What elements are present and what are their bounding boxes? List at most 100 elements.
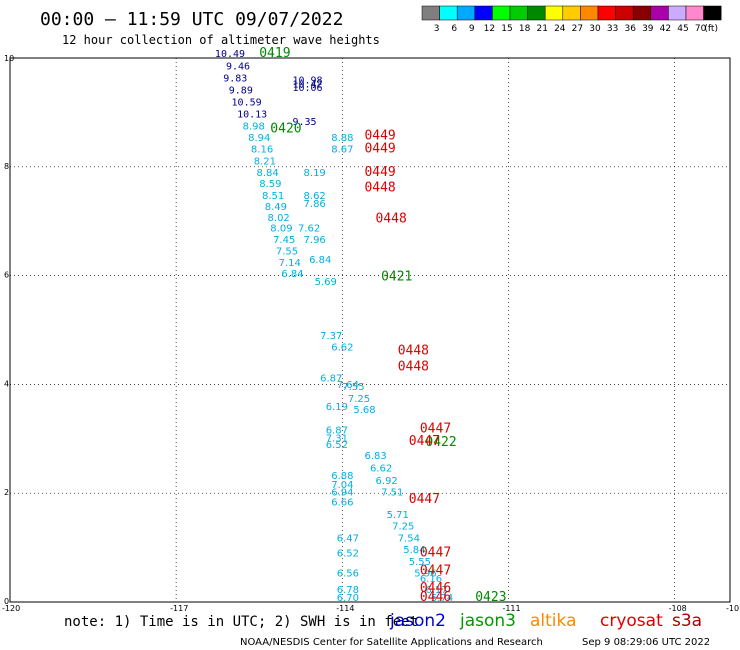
swh-value-label: 8.59 (259, 179, 281, 190)
y-tick-label: 4 (4, 379, 9, 388)
colorbar-label: 39 (642, 24, 654, 34)
swh-value-label: 7.55 (342, 382, 364, 393)
swh-value-label: 7.62 (298, 224, 320, 235)
pass-time-label: 0447 (409, 434, 440, 449)
pass-time-label: 0446 (420, 590, 451, 605)
swh-value-label: 8.49 (265, 202, 287, 213)
y-tick-label: 6 (4, 271, 9, 280)
pass-time-label: 0447 (420, 545, 451, 560)
grid (10, 58, 730, 602)
swh-value-label: 6.56 (337, 568, 359, 579)
swh-value-label: 6.84 (281, 269, 303, 280)
colorbar-swatch (650, 5, 669, 21)
swh-value-label: 7.25 (392, 522, 414, 533)
swh-value-label: 7.31 (326, 434, 348, 445)
swh-value-label: 6.87 (326, 425, 348, 436)
pass-time-label: 0448 (398, 359, 429, 374)
colorbar-swatch (544, 5, 564, 21)
swh-value-label: 6.94 (331, 487, 353, 498)
pass-time-label: 0448 (398, 343, 429, 358)
swh-value-label: 6.62 (370, 463, 392, 474)
swh-value-label: 10.42 (292, 79, 322, 90)
footer-note: note: 1) Time is in UTC; 2) SWH is in fe… (64, 614, 418, 630)
x-tick-label: -120 (2, 604, 20, 613)
pass-time-label: 0447 (420, 421, 451, 436)
swh-value-label: 9.89 (229, 85, 253, 96)
colorbar-label: 12 (484, 24, 495, 34)
axis-ticks: -120 -117 -114 -111 -108 -10 0 2 4 6 8 10 (2, 54, 739, 613)
swh-value-label: 8.51 (262, 191, 284, 202)
pass-time-label: 0447 (409, 492, 440, 507)
colorbar-swatch (685, 5, 704, 21)
pass-time-label: 0421 (381, 269, 412, 284)
y-tick-label: 0 (4, 597, 9, 606)
swh-value-label: 7.86 (304, 199, 326, 210)
colorbar-swatch (597, 5, 616, 21)
swh-value-label: 8.21 (254, 157, 276, 168)
swh-value-label: 5.68 (353, 405, 375, 416)
swh-value-label: 9.83 (223, 73, 247, 84)
y-tick-label: 2 (4, 488, 9, 497)
swh-value-label: 6.62 (331, 343, 353, 354)
swh-value-label: 8.94 (248, 133, 270, 144)
swh-value-label: 7.14 (279, 258, 301, 269)
swh-value-label: 10.59 (232, 97, 262, 108)
footer-timestamp: Sep 9 08:29:06 UTC 2022 (582, 637, 710, 648)
swh-value-label: 5.55 (409, 557, 431, 568)
swh-value-label: 8.84 (256, 168, 278, 179)
pass-time-label: 0420 (270, 122, 301, 137)
x-tick-label: -111 (502, 604, 520, 613)
colorbar-label: 21 (536, 24, 547, 34)
swh-value-label: 5.71 (387, 510, 409, 521)
swh-value-label: 5.69 (315, 277, 337, 288)
swh-value-label: 6.19 (326, 402, 348, 413)
legend-item-jason2: jason2 (389, 611, 446, 631)
pass-time-label: 0448 (376, 211, 407, 226)
colorbar-label: 15 (501, 24, 512, 34)
pass-time-label: 0448 (364, 180, 395, 195)
swh-value-label: 6.88 (331, 471, 353, 482)
colorbar-label: 6 (451, 24, 457, 34)
swh-value-label: 10.13 (237, 109, 267, 120)
pass-time-label: 0449 (364, 129, 395, 144)
colorbar-label: 18 (519, 24, 531, 34)
x-tick-label: -117 (170, 604, 188, 613)
colorbar-label: 27 (572, 24, 583, 34)
swh-value-label: 7.64 (337, 380, 359, 391)
swh-value-label: 6.66 (331, 498, 353, 509)
swh-value-label: 10.06 (292, 83, 322, 94)
legend-item-cryosat: cryosat (600, 611, 663, 631)
swh-value-label: 8.98 (243, 121, 265, 132)
chart-subtitle: 12 hour collection of altimeter wave hei… (62, 33, 380, 47)
swh-value-label: 5.96 (414, 568, 436, 579)
swh-value-label: 9.46 (226, 61, 250, 72)
colorbar-label: 3 (434, 24, 440, 34)
swh-value-label: 6.83 (364, 451, 386, 462)
colorbar-swatch (632, 5, 652, 21)
colorbar-swatch (580, 5, 599, 21)
swh-value-label: 7.51 (381, 487, 403, 498)
y-tick-label: 10 (4, 54, 14, 63)
x-tick-label: -108 (669, 604, 687, 613)
plot-frame (9, 57, 731, 603)
swh-value-label: 6.52 (326, 440, 348, 451)
swh-value-label: 7.55 (276, 246, 298, 257)
swh-value-label: 8.67 (331, 145, 353, 156)
colorbar-swatch (509, 5, 528, 21)
colorbar-swatch (703, 5, 722, 21)
legend-item-s3a: s3a (672, 611, 702, 631)
swh-value-label: 7.37 (320, 331, 342, 342)
swh-value-label: 6.52 (337, 548, 359, 559)
colorbar-label: 42 (660, 24, 671, 34)
colorbar-label: 30 (589, 24, 601, 34)
colorbar-swatch (439, 5, 458, 21)
swh-value-label: 5.84 (403, 545, 425, 556)
colorbar-swatch (421, 5, 440, 21)
pass-time-label: 0419 (259, 46, 290, 61)
x-tick-label: -10 (726, 604, 739, 613)
swh-value-label: 10.49 (215, 49, 245, 60)
swh-value-label: 8.62 (304, 191, 326, 202)
swh-value-label: 6.17 (425, 585, 447, 596)
